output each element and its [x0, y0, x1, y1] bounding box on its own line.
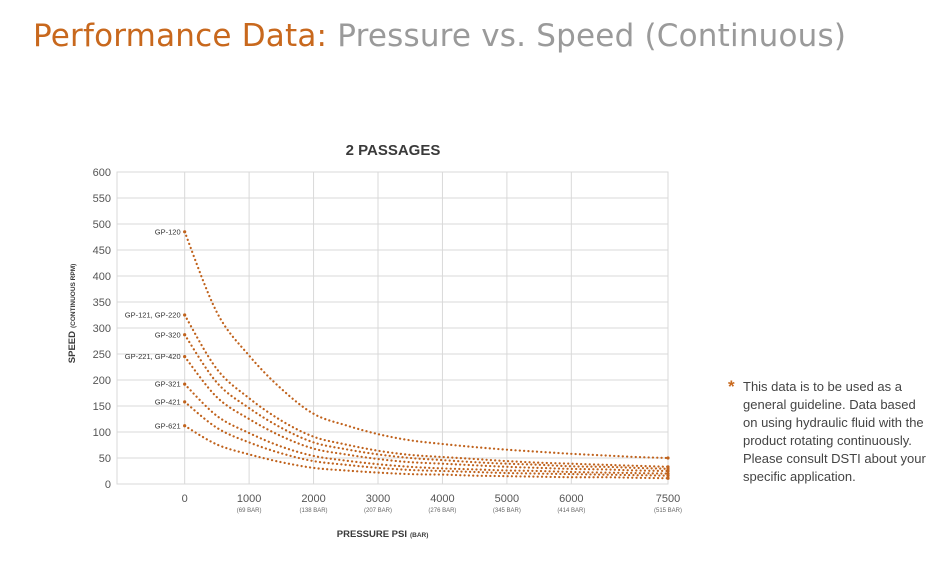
- chart-series: [183, 230, 670, 480]
- series-start-point: [183, 382, 187, 386]
- asterisk-icon: *: [728, 377, 735, 396]
- series-end-point: [666, 474, 670, 478]
- series-label: GP-320: [155, 330, 181, 339]
- series-label: GP-221, GP-420: [125, 352, 181, 361]
- series-line: [183, 383, 670, 475]
- series-label: GP-321: [155, 380, 181, 389]
- x-tick-label: 1000: [237, 493, 261, 505]
- x-tick-sublabel: (69 BAR): [237, 508, 262, 514]
- x-tick-label: 2000: [301, 493, 325, 505]
- x-tick-sublabel: (515 BAR): [654, 508, 682, 514]
- note-text: This data is to be used as a general gui…: [743, 379, 926, 484]
- y-tick-label: 150: [93, 401, 111, 413]
- series-line: [183, 313, 670, 468]
- y-tick-label: 600: [93, 167, 111, 179]
- series-line: [183, 424, 670, 480]
- y-tick-label: 0: [105, 479, 111, 491]
- y-tick-label: 250: [93, 349, 111, 361]
- page-title: Performance Data: Pressure vs. Speed (Co…: [33, 18, 846, 54]
- series-line: [183, 355, 670, 473]
- series-end-point: [666, 456, 670, 460]
- series-line: [183, 400, 670, 477]
- x-tick-label: 3000: [366, 493, 390, 505]
- x-tick-sublabel: (138 BAR): [300, 508, 328, 514]
- chart-grid: [116, 171, 669, 485]
- y-tick-label: 550: [93, 193, 111, 205]
- y-tick-label: 50: [99, 453, 111, 465]
- series-start-point: [183, 400, 187, 404]
- series-start-point: [183, 355, 187, 359]
- x-tick-label: 5000: [495, 493, 519, 505]
- y-tick-label: 300: [93, 323, 111, 335]
- y-tick-label: 350: [93, 297, 111, 309]
- series-line: [183, 230, 670, 460]
- series-start-point: [183, 424, 187, 428]
- data-disclaimer-note: * This data is to be used as a general g…: [728, 378, 933, 486]
- page-title-rest: Pressure vs. Speed (Continuous): [337, 18, 847, 54]
- x-tick-sublabel: (207 BAR): [364, 508, 392, 514]
- x-tick-label: 6000: [559, 493, 583, 505]
- x-axis-label: PRESSURE PSI: [337, 529, 407, 540]
- series-end-point: [666, 469, 670, 473]
- x-axis-unit: (BAR): [410, 532, 428, 539]
- y-tick-label: 200: [93, 375, 111, 387]
- x-tick-label: 7500: [656, 493, 680, 505]
- series-label: GP-621: [155, 421, 181, 430]
- series-end-point: [666, 476, 670, 480]
- series-label: GP-121, GP-220: [125, 311, 181, 320]
- y-tick-label: 100: [93, 427, 111, 439]
- x-tick-sublabel: (276 BAR): [428, 508, 456, 514]
- series-start-point: [183, 230, 187, 234]
- y-tick-label: 500: [93, 219, 111, 231]
- x-tick-sublabel: (414 BAR): [557, 508, 585, 514]
- series-start-point: [183, 313, 187, 317]
- series-label: GP-421: [155, 397, 181, 406]
- series-line: [183, 333, 670, 470]
- y-axis-label: SPEED: [67, 331, 78, 363]
- y-axis-unit: (CONTINUOUS RPM): [70, 264, 77, 328]
- chart-title: 2 PASSAGES: [346, 142, 441, 159]
- y-tick-label: 450: [93, 245, 111, 257]
- x-tick-label: 4000: [430, 493, 454, 505]
- series-start-point: [183, 333, 187, 337]
- page-title-accent: Performance Data:: [33, 18, 328, 54]
- y-tick-label: 400: [93, 271, 111, 283]
- x-tick-label: 0: [182, 493, 188, 505]
- x-tick-sublabel: (345 BAR): [493, 508, 521, 514]
- series-label: GP-120: [155, 227, 181, 236]
